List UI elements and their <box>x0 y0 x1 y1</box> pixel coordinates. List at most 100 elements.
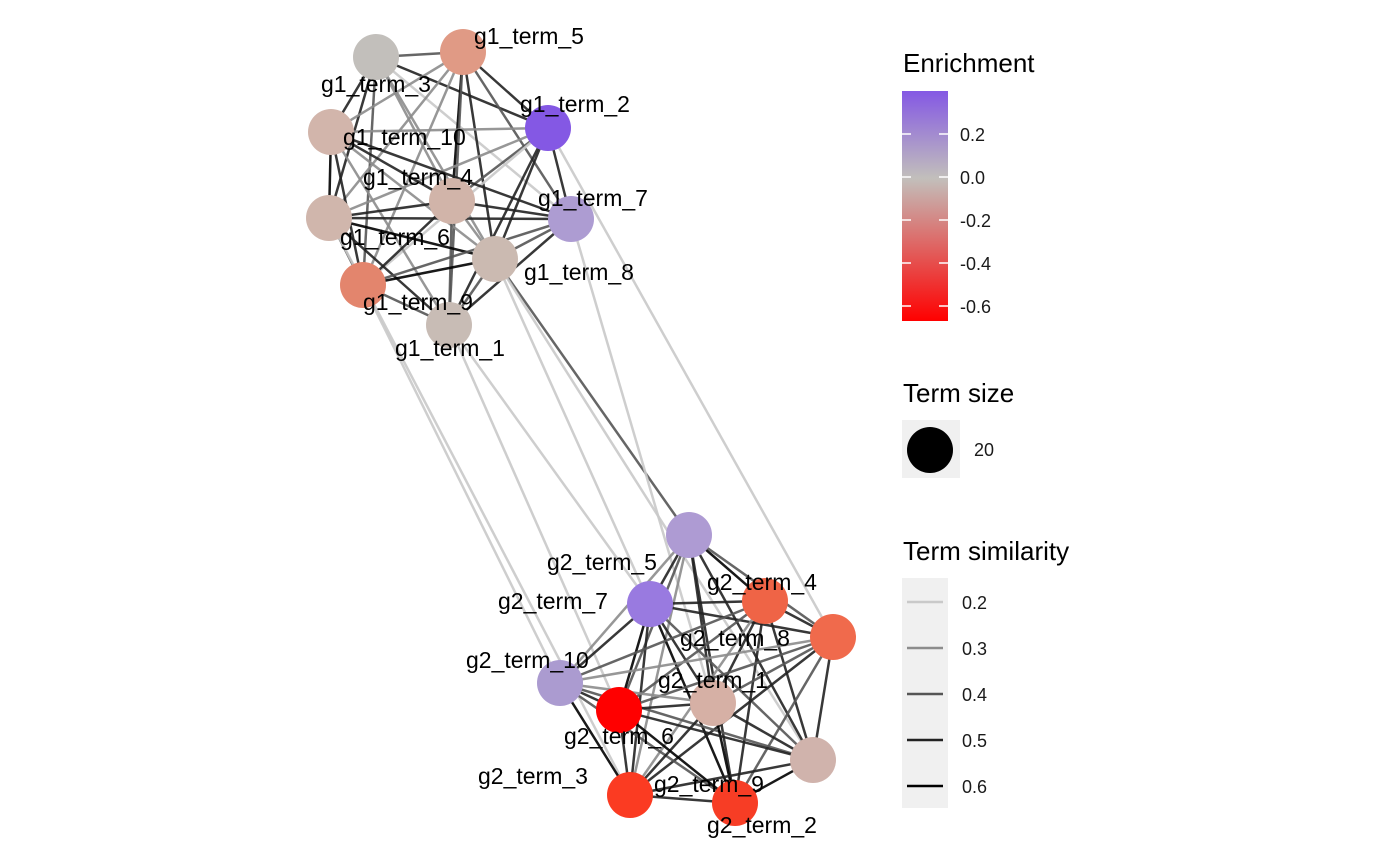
legend-enrichment-title: Enrichment <box>903 48 1035 78</box>
edge-g2_term_9-g2_term_3 <box>629 758 814 797</box>
edge-g2_term_4-g2_term_6 <box>618 599 766 712</box>
edge-g1_term_5-g1_term_10 <box>330 50 464 134</box>
edge-g1_term_2-g2_term_8 <box>546 127 835 638</box>
node-label-g2_term_1: g2_term_1 <box>658 667 768 693</box>
node-g1_term_8[interactable] <box>472 236 518 282</box>
node-g1_term_4[interactable] <box>429 178 475 224</box>
edge-g1_term_5-g1_term_6 <box>328 51 464 219</box>
edge-g2_term_6-g2_term_9 <box>618 708 814 762</box>
node-g2_term_4[interactable] <box>742 578 788 624</box>
node-g1_term_6[interactable] <box>306 195 352 241</box>
edge-g2_term_5-g2_term_10 <box>559 534 690 684</box>
similarity-key-label: 0.2 <box>962 593 987 613</box>
node-g1_term_3[interactable] <box>353 34 399 80</box>
node-label-g1_term_10: g1_term_10 <box>343 124 466 150</box>
edge-g1_term_2-g1_term_1 <box>447 127 550 326</box>
node-label-g1_term_8: g1_term_8 <box>524 259 634 285</box>
legend-similarity-title: Term similarity <box>903 536 1069 566</box>
colorbar-tick-label: -0.4 <box>960 254 991 274</box>
edge-g2_term_5-g2_term_9 <box>687 534 815 761</box>
node-label-g1_term_4: g1_term_4 <box>363 164 473 190</box>
node-g2_term_9[interactable] <box>790 737 836 783</box>
node-g2_term_7[interactable] <box>627 581 673 627</box>
node-label-g1_term_9: g1_term_9 <box>363 289 473 315</box>
node-label-g2_term_6: g2_term_6 <box>564 723 674 749</box>
node-g1_term_2[interactable] <box>525 105 571 151</box>
edge-g1_term_2-g1_term_6 <box>328 126 549 220</box>
node-label-g2_term_3: g2_term_3 <box>478 763 588 789</box>
edge-g1_term_10-g1_term_7 <box>330 130 572 221</box>
edge-g1_term_2-g1_term_8 <box>493 127 550 260</box>
colorbar-tick-label: 0.0 <box>960 168 985 188</box>
node-label-g2_term_9: g2_term_9 <box>654 771 764 797</box>
node-g1_term_1[interactable] <box>426 302 472 348</box>
edge-g1_term_5-g1_term_7 <box>461 51 573 220</box>
node-label-g2_term_10: g2_term_10 <box>466 647 589 673</box>
similarity-key-label: 0.5 <box>962 731 987 751</box>
node-g2_term_3[interactable] <box>607 772 653 818</box>
edge-g1_term_1-g2_term_6 <box>447 324 621 711</box>
edge-g1_term_9-g2_term_10 <box>361 284 562 684</box>
labels-layer: g1_term_5 g1_term_3 g1_term_2 g1_term_10 g1_… <box>321 23 817 838</box>
node-label-g2_term_4: g2_term_4 <box>707 569 817 595</box>
nodes-layer <box>306 29 856 826</box>
node-g1_term_10[interactable] <box>308 109 354 155</box>
node-label-g1_term_6: g1_term_6 <box>340 224 450 250</box>
edge-g1_term_3-g1_term_8 <box>374 56 497 260</box>
edge-g1_term_2-g1_term_10 <box>330 126 549 134</box>
similarity-key-label: 0.3 <box>962 639 987 659</box>
node-label-g1_term_5: g1_term_5 <box>474 23 584 49</box>
edge-g1_term_10-g1_term_8 <box>330 131 496 260</box>
node-g2_term_1[interactable] <box>690 680 736 726</box>
term-size-value: 20 <box>974 440 994 460</box>
node-label-g1_term_3: g1_term_3 <box>321 71 431 97</box>
node-g2_term_10[interactable] <box>537 660 583 706</box>
node-g1_term_9[interactable] <box>340 262 386 308</box>
legend: Enrichment 0.20.0-0.2-0.4-0.6 Term size … <box>902 48 1069 808</box>
enrichment-colorbar <box>902 91 948 321</box>
edge-g1_term_10-g1_term_1 <box>329 131 451 326</box>
colorbar-tick-label: -0.2 <box>960 211 991 231</box>
edge-g1_term_3-g1_term_9 <box>361 56 378 286</box>
node-label-g1_term_7: g1_term_7 <box>538 185 648 211</box>
similarity-keys: 0.2 0.3 0.4 0.5 0.6 <box>907 593 987 797</box>
edge-g2_term_8-g2_term_2 <box>733 636 835 804</box>
edge-g1_term_3-g1_term_4 <box>374 56 454 202</box>
edge-g2_term_7-g2_term_3 <box>628 603 652 796</box>
edge-g1_term_10-g1_term_4 <box>330 130 453 203</box>
similarity-key-label: 0.4 <box>962 685 987 705</box>
edge-g2_term_4-g2_term_10 <box>559 599 766 685</box>
edge-g2_term_8-g2_term_10 <box>559 635 834 685</box>
term-size-key-circle <box>907 427 953 473</box>
legend-term-size-title: Term size <box>903 378 1014 408</box>
edge-g2_term_6-g2_term_2 <box>618 709 736 804</box>
edge-g1_term_6-g1_term_1 <box>328 217 450 326</box>
edge-g1_term_8-g2_term_7 <box>493 258 652 605</box>
edge-g2_term_10-g2_term_2 <box>559 681 736 805</box>
colorbar-tick-label: -0.6 <box>960 297 991 317</box>
edges-layer <box>327 50 835 805</box>
node-g2_term_2[interactable] <box>712 780 758 826</box>
node-label-g1_term_2: g1_term_2 <box>520 91 630 117</box>
node-g2_term_5[interactable] <box>666 512 712 558</box>
edge-g1_term_7-g1_term_9 <box>362 217 572 287</box>
node-g1_term_7[interactable] <box>548 196 594 242</box>
edge-g1_term_8-g2_term_5 <box>493 258 691 536</box>
node-label-g1_term_1: g1_term_1 <box>395 335 505 361</box>
node-label-g2_term_2: g2_term_2 <box>707 812 817 838</box>
node-g2_term_6[interactable] <box>596 687 642 733</box>
node-g1_term_5[interactable] <box>440 29 486 75</box>
node-g2_term_8[interactable] <box>810 614 856 660</box>
node-label-g2_term_7: g2_term_7 <box>498 588 608 614</box>
colorbar-ticks: 0.2 0.0 -0.2 -0.4 -0.6 <box>902 125 991 317</box>
edge-g2_term_7-g2_term_9 <box>649 603 814 761</box>
edge-g1_term_1-g2_term_7 <box>447 324 652 605</box>
node-label-g2_term_5: g2_term_5 <box>547 549 657 575</box>
edge-g1_term_5-g1_term_9 <box>361 51 465 286</box>
edge-g1_term_7-g2_term_1 <box>569 218 715 704</box>
node-label-g2_term_8: g2_term_8 <box>680 625 790 651</box>
edge-g1_term_6-g2_term_3 <box>327 217 632 796</box>
edge-g2_term_7-g2_term_8 <box>649 602 834 639</box>
edge-g2_term_5-g2_term_2 <box>687 534 737 804</box>
